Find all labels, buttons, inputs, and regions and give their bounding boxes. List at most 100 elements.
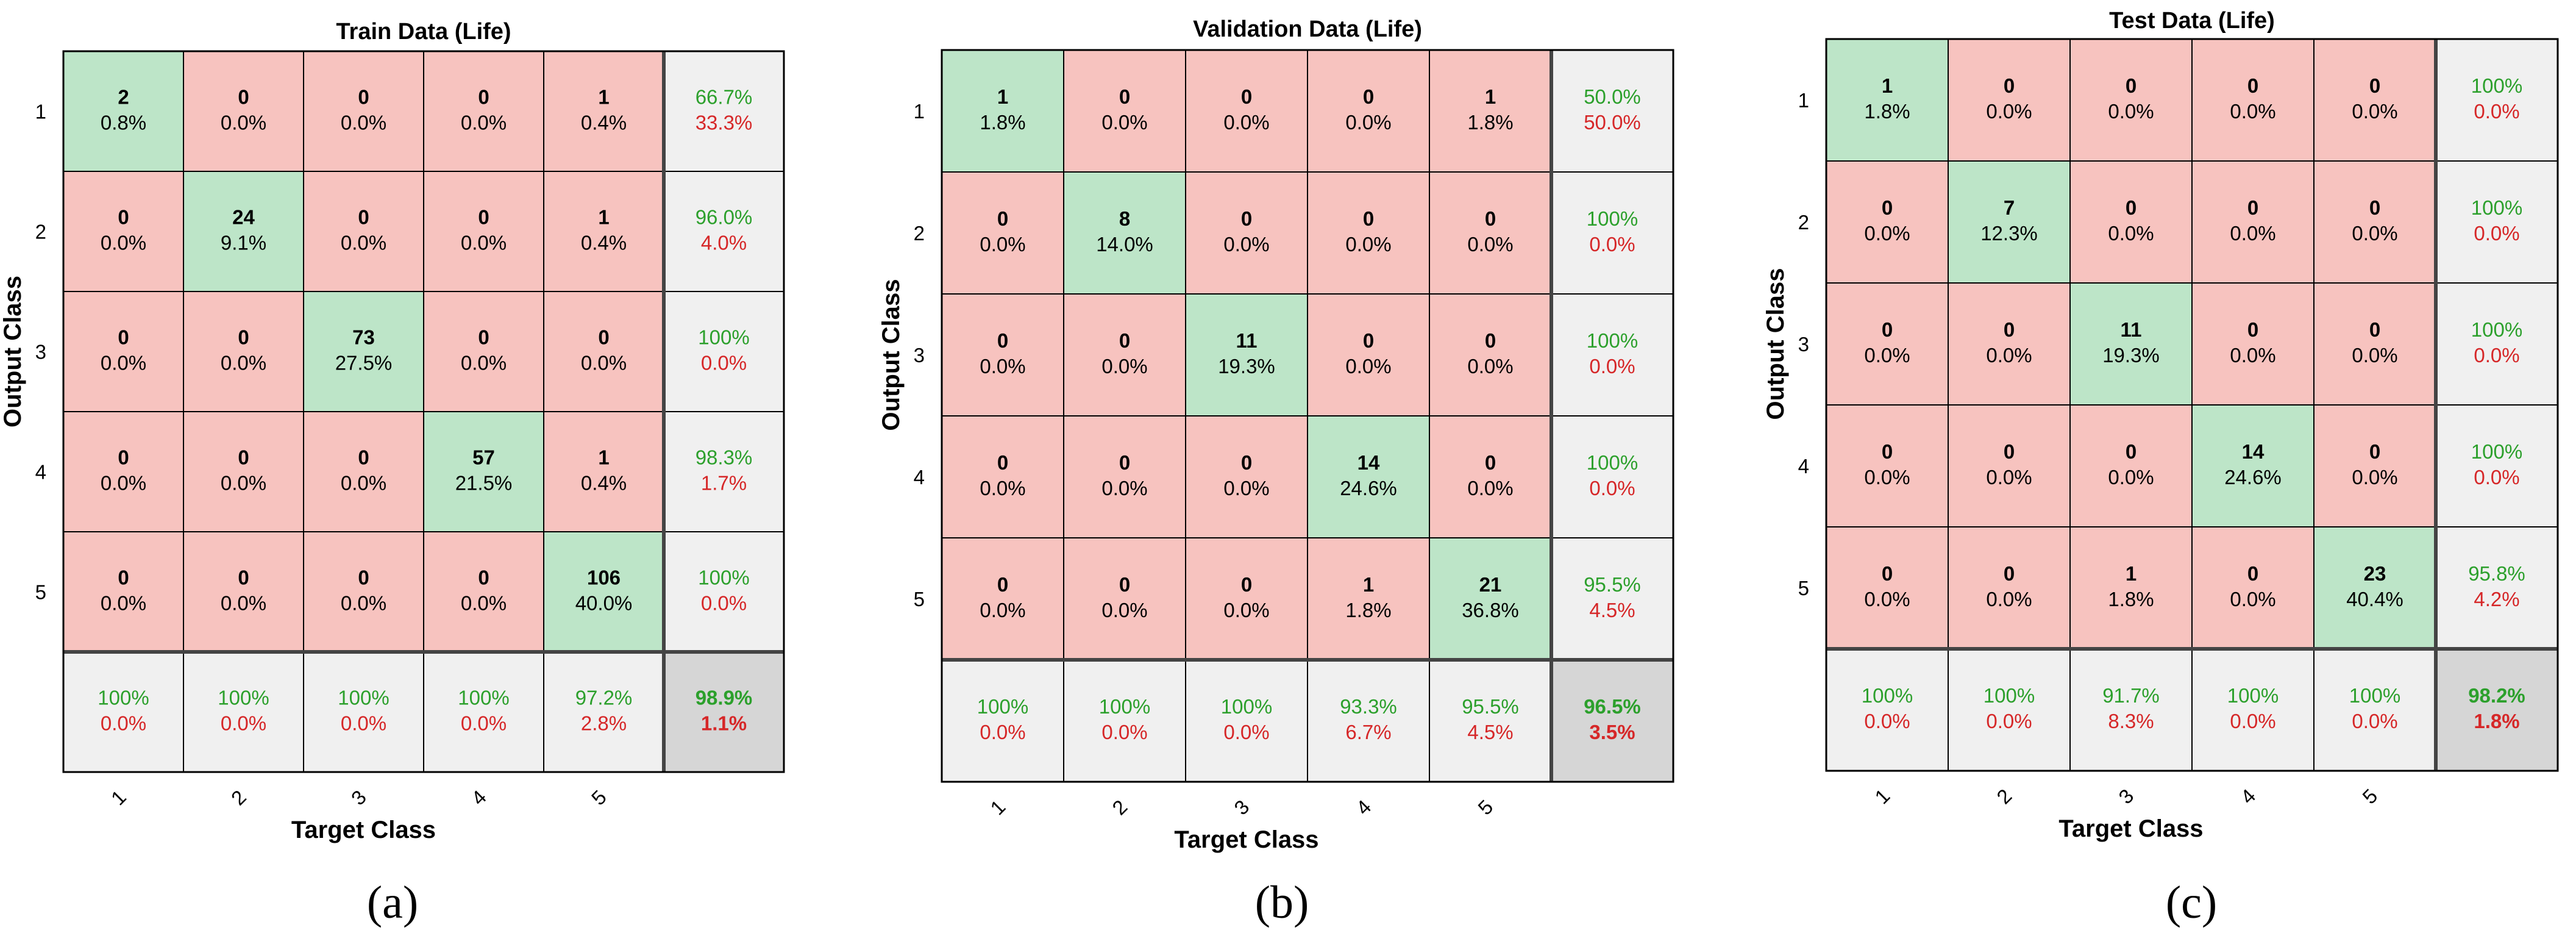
column-error-rate: 0.0% — [2230, 710, 2275, 732]
confusion-matrix-panel-1: 2 0.8% 0 0.0% 0 0.0% 0 0.0% 1 0.4% 66.7% 33.3% 0 0.0%… — [0, 19, 785, 928]
correct-cell — [1063, 171, 1186, 295]
error-cell — [2313, 38, 2436, 162]
column-error-rate: 0.0% — [221, 712, 266, 735]
correct-cell — [543, 531, 664, 653]
cell-percent: 0.0% — [2352, 344, 2397, 367]
cell-count: 0 — [118, 446, 129, 469]
error-cell — [1429, 293, 1552, 417]
error-cell — [183, 291, 304, 412]
cell-count: 0 — [1241, 573, 1252, 596]
cell-percent: 0.0% — [2352, 222, 2397, 245]
cell-percent: 0.0% — [1101, 599, 1147, 621]
column-summary-cell — [941, 659, 1064, 782]
error-cell — [1185, 49, 1308, 173]
column-error-rate: 4.5% — [1467, 721, 1513, 743]
row-precision: 98.3% — [696, 446, 753, 469]
cell-percent: 0.0% — [461, 112, 507, 134]
column-error-rate: 2.8% — [581, 712, 627, 735]
cell-count: 106 — [587, 567, 621, 589]
correct-cell — [183, 171, 304, 292]
row-summary-cell — [1551, 49, 1674, 173]
error-cell — [1826, 160, 1949, 284]
cell-count: 0 — [478, 86, 489, 109]
cell-percent: 0.0% — [2108, 100, 2154, 123]
cell-percent: 40.4% — [2346, 588, 2403, 610]
cell-percent: 0.0% — [1223, 111, 1269, 134]
error-cell — [941, 415, 1064, 538]
x-tick-label: 1 — [1870, 784, 1894, 808]
cell-count: 0 — [2126, 74, 2137, 97]
cell-count: 0 — [238, 86, 249, 109]
cell-count: 0 — [478, 206, 489, 229]
row-precision: 100% — [1587, 451, 1638, 474]
error-cell — [183, 411, 304, 532]
error-cell — [1948, 38, 2071, 162]
column-recall: 100% — [1984, 684, 2035, 707]
row-summary-cell — [2435, 282, 2558, 406]
cell-percent: 0.4% — [581, 472, 627, 495]
cell-percent: 0.0% — [1101, 477, 1147, 499]
cell-percent: 0.0% — [341, 592, 386, 615]
cell-count: 0 — [118, 206, 129, 229]
row-summary-cell — [663, 51, 785, 172]
row-summary-cell — [2435, 38, 2558, 162]
cell-count: 0 — [1882, 440, 1893, 463]
cell-percent: 0.0% — [461, 232, 507, 254]
cell-percent: 27.5% — [335, 352, 393, 374]
error-cell — [941, 537, 1064, 660]
cell-count: 0 — [358, 446, 369, 469]
row-precision: 95.5% — [1584, 573, 1641, 596]
cell-count: 0 — [997, 207, 1008, 230]
overall-accuracy-cell — [1551, 659, 1674, 782]
cell-percent: 0.0% — [1345, 355, 1391, 377]
overall-accuracy: 98.9% — [696, 687, 753, 709]
overall-error: 3.5% — [1589, 721, 1635, 743]
cell-count: 0 — [598, 326, 609, 349]
cell-percent: 0.0% — [980, 599, 1025, 621]
cell-percent: 0.0% — [980, 477, 1025, 499]
error-cell — [423, 51, 544, 172]
row-summary-cell — [663, 171, 785, 292]
column-recall: 91.7% — [2102, 684, 2160, 707]
column-summary-cell — [1063, 659, 1186, 782]
x-tick-label: 1 — [986, 795, 1009, 819]
cell-count: 0 — [997, 329, 1008, 352]
overall-error: 1.1% — [701, 712, 747, 735]
cell-count: 0 — [1485, 451, 1496, 474]
cell-count: 0 — [1119, 329, 1130, 352]
row-error-rate: 50.0% — [1584, 111, 1641, 134]
overall-accuracy: 98.2% — [2468, 684, 2525, 707]
column-error-rate: 0.0% — [101, 712, 146, 735]
cell-percent: 0.0% — [221, 352, 266, 374]
cell-count: 0 — [358, 86, 369, 109]
error-cell — [2069, 38, 2193, 162]
cell-percent: 0.0% — [1864, 344, 1910, 367]
cell-count: 0 — [2004, 74, 2015, 97]
column-recall: 97.2% — [575, 687, 633, 709]
cell-count: 0 — [1363, 207, 1374, 230]
cell-count: 57 — [472, 446, 495, 469]
column-summary-cell — [1185, 659, 1308, 782]
x-axis-label: Target Class — [291, 817, 436, 843]
cell-percent: 0.0% — [980, 355, 1025, 377]
y-axis-label: Output Class — [0, 276, 26, 427]
row-summary-cell — [1551, 293, 1674, 417]
error-cell — [1307, 49, 1430, 173]
cell-percent: 1.8% — [1345, 599, 1391, 621]
confusion-matrix-panel-2: 11.8%00.0%00.0%00.0%11.8%50.0%50.0%00.0%… — [878, 16, 1674, 928]
column-recall: 100% — [218, 687, 269, 709]
cell-count: 0 — [2126, 440, 2137, 463]
x-tick-label: 1 — [107, 785, 130, 809]
column-recall: 100% — [1862, 684, 1913, 707]
cell-count: 0 — [2369, 74, 2380, 97]
error-cell — [303, 531, 424, 653]
error-cell — [63, 411, 184, 532]
panel-label: (a) — [367, 877, 418, 928]
column-summary-cell — [1307, 659, 1430, 782]
cell-percent: 0.0% — [221, 472, 266, 495]
y-tick-label: 3 — [1798, 333, 1809, 356]
cell-percent: 0.0% — [1345, 233, 1391, 256]
row-error-rate: 0.0% — [2474, 222, 2519, 245]
overall-accuracy: 96.5% — [1584, 695, 1641, 718]
cell-count: 0 — [2126, 196, 2137, 219]
